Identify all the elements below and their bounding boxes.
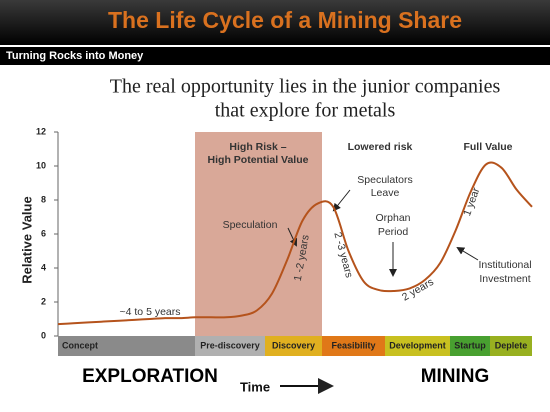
stage xyxy=(322,336,385,356)
annotation: Institutional xyxy=(478,259,531,271)
subtitle: Turning Rocks into Money xyxy=(6,50,144,62)
annotation: High Risk – xyxy=(229,141,286,153)
y-tick-label: 0 xyxy=(41,330,46,340)
subtitle-bar xyxy=(0,47,550,65)
stage xyxy=(490,336,532,356)
stage-label: Feasibility xyxy=(331,340,375,350)
stage-label: Deplete xyxy=(495,340,528,350)
x-axis-label: Time xyxy=(240,379,270,394)
value-curve xyxy=(57,161,533,326)
y-tick-label: 8 xyxy=(41,194,46,204)
y-tick-label: 4 xyxy=(41,262,46,272)
annotation: High Potential Value xyxy=(208,154,309,166)
annotation: Leave xyxy=(371,187,400,199)
annotation: Speculation xyxy=(223,219,278,231)
y-tick-label: 10 xyxy=(36,160,46,170)
stage-label: Startup xyxy=(454,340,486,350)
heading: The real opportunity lies in the junior … xyxy=(110,76,501,98)
stage-label: Concept xyxy=(62,340,98,350)
y-tick-label: 12 xyxy=(36,126,46,136)
stage-label: Pre-discovery xyxy=(200,340,260,350)
y-tick-label: 6 xyxy=(41,228,46,238)
phase-label: EXPLORATION xyxy=(82,366,218,387)
stage xyxy=(385,336,450,356)
y-tick-label: 2 xyxy=(41,296,46,306)
annotation: Speculators xyxy=(357,174,412,186)
stage xyxy=(195,336,265,356)
y-axis-label: Relative Value xyxy=(19,196,34,283)
heading: that explore for metals xyxy=(215,100,396,122)
arrows xyxy=(287,189,479,277)
annotation: Period xyxy=(378,226,409,238)
annotation: Investment xyxy=(479,273,530,285)
title-bar xyxy=(0,0,550,45)
title: The Life Cycle of a Mining Share xyxy=(108,7,462,33)
stage-label: Discovery xyxy=(272,340,315,350)
stage xyxy=(58,336,195,356)
annotation: Full Value xyxy=(463,141,512,153)
stage xyxy=(265,336,322,356)
annotation: Lowered risk xyxy=(348,141,413,153)
phase-label: MINING xyxy=(421,366,490,387)
annotation: Orphan xyxy=(375,212,410,224)
stage xyxy=(450,336,490,356)
stage-label: Development xyxy=(389,340,446,350)
risk-zone xyxy=(195,132,322,336)
annotation: ~4 to 5 years xyxy=(120,306,181,318)
